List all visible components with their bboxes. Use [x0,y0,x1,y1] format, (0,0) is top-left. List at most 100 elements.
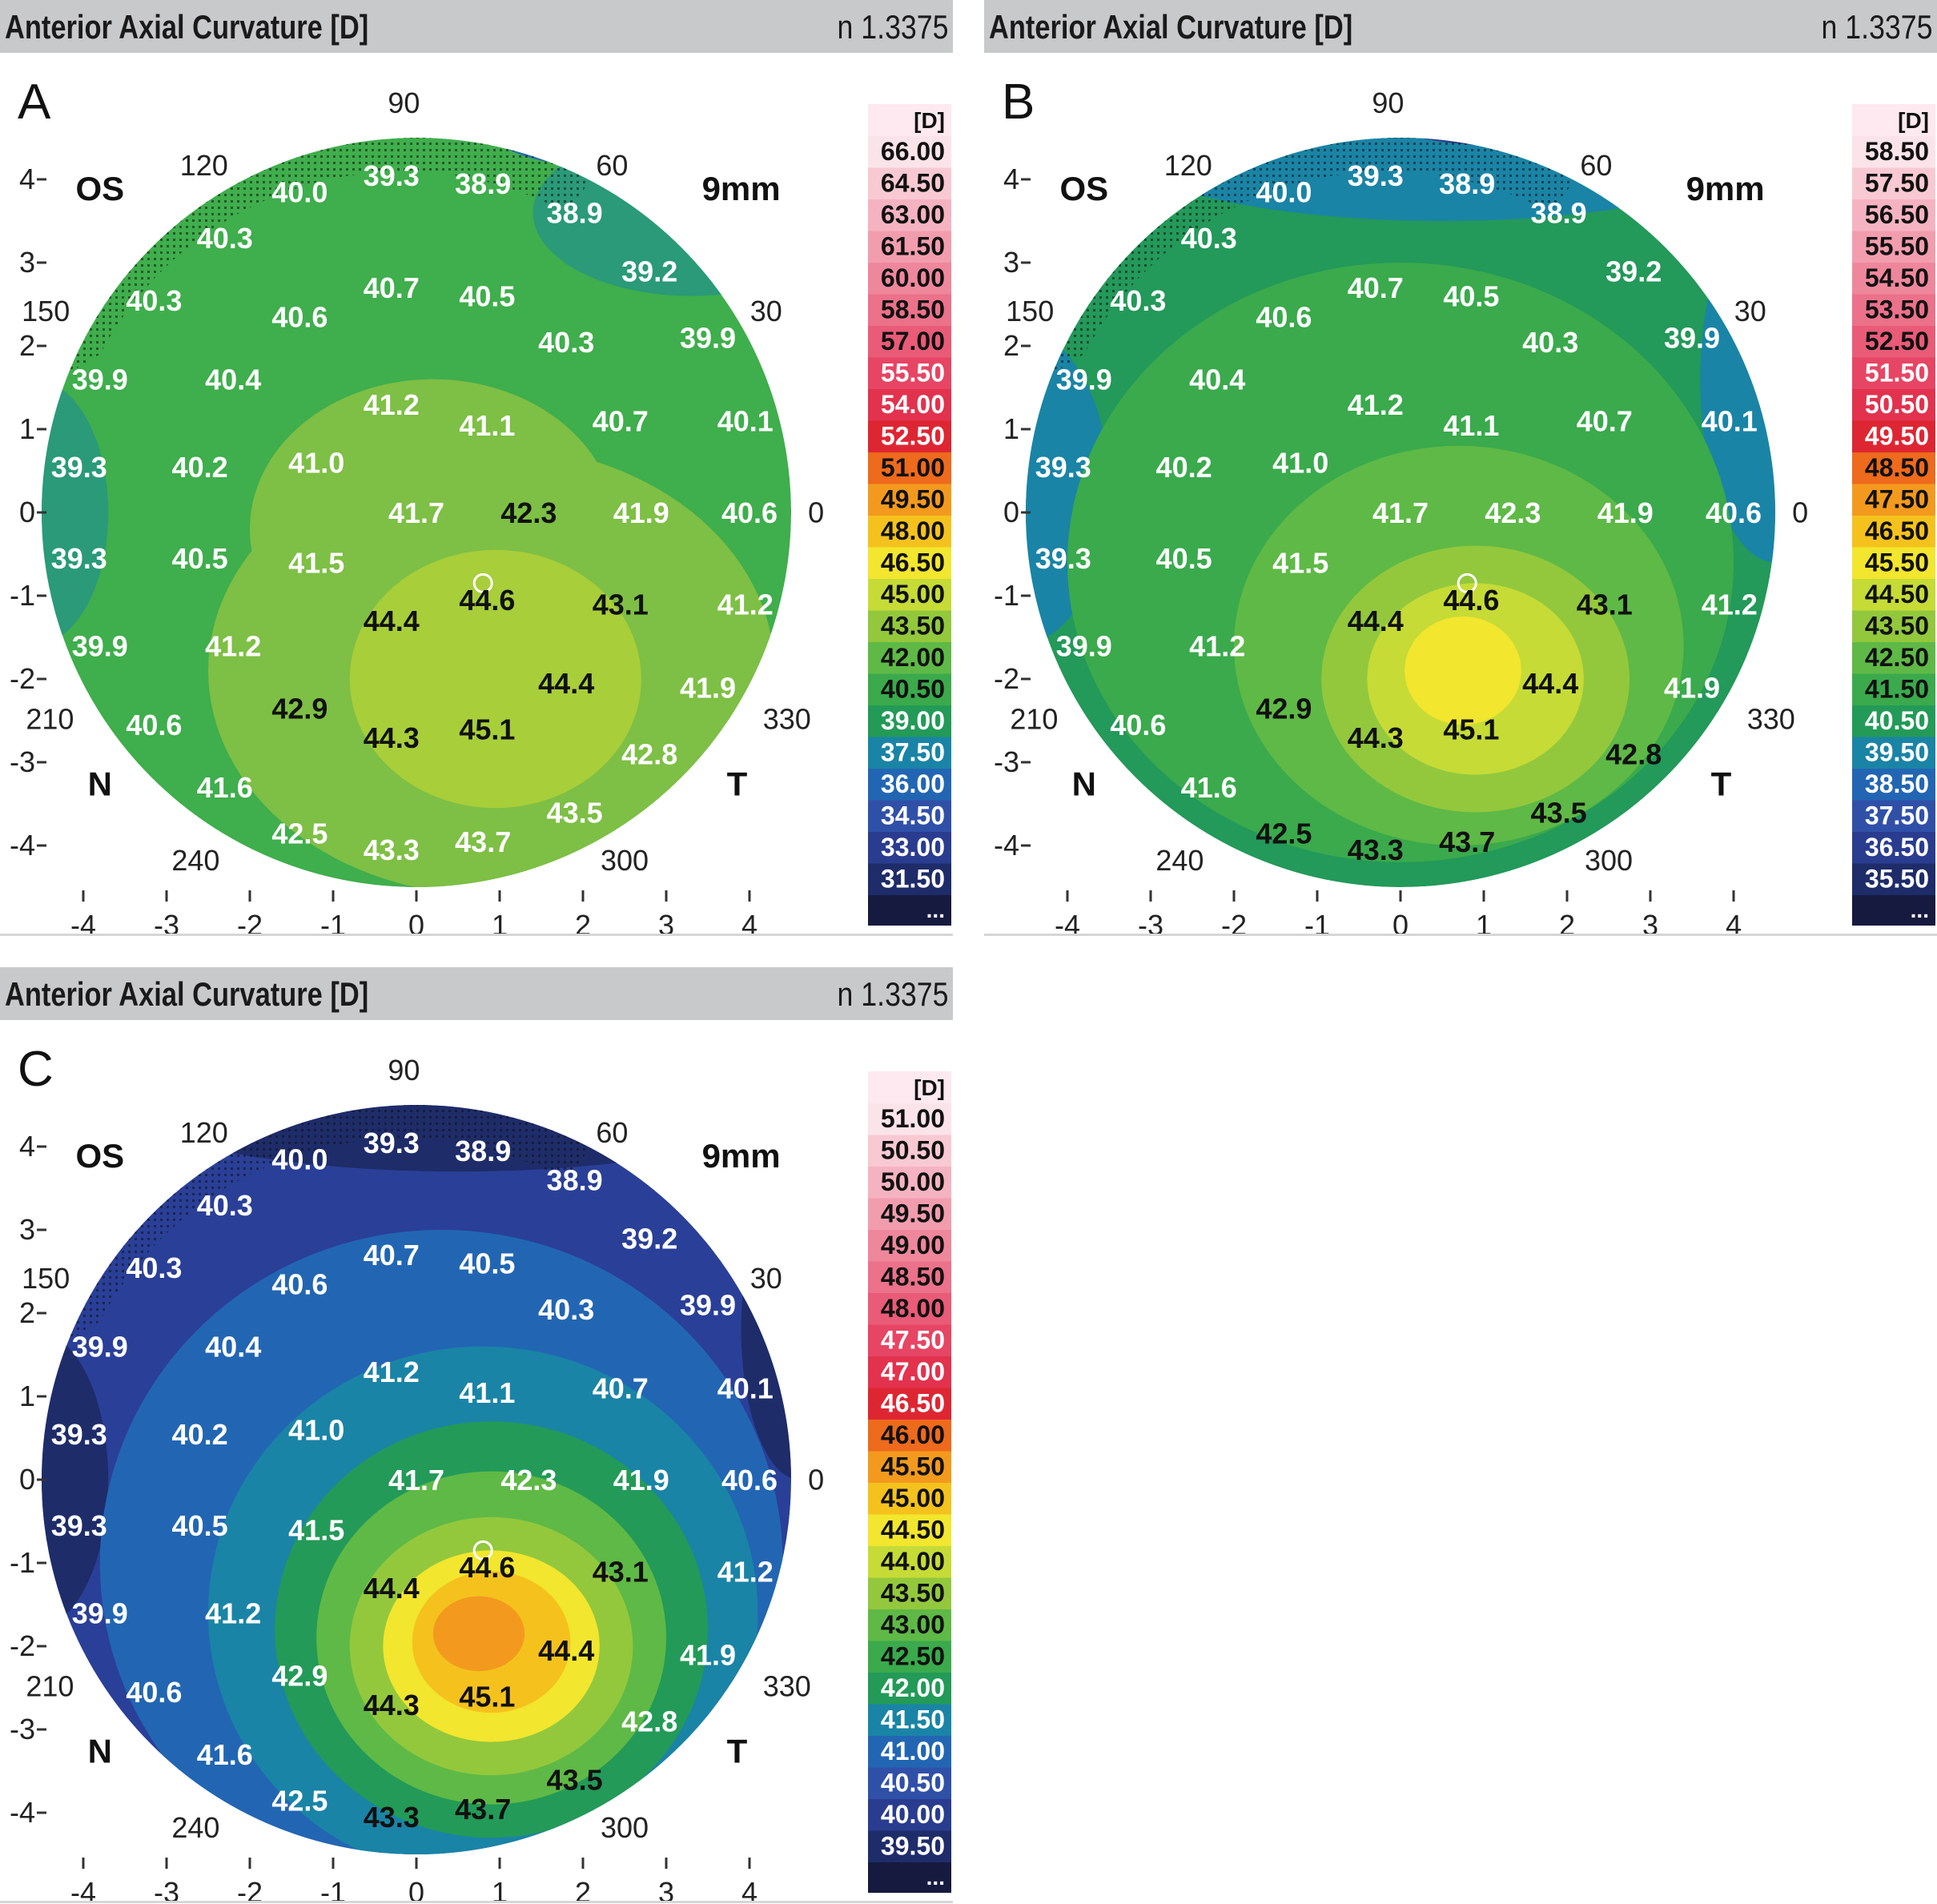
curvature-reading: 42.9 [1256,692,1312,725]
curvature-reading: 39.3 [51,542,107,575]
scale-cell [868,484,951,516]
curvature-reading: 40.7 [593,405,649,438]
curvature-reading: 40.5 [459,280,515,313]
angle-label: 210 [26,702,74,735]
scale-label: 43.50 [1865,612,1929,641]
scale-cell [1852,737,1935,769]
curvature-reading: 42.9 [271,1659,328,1692]
scale-cell [868,863,951,895]
panel-letter: C [18,1042,54,1097]
curvature-reading: 41.2 [205,629,261,662]
curvature-reading: 41.2 [364,1356,420,1388]
scale-cell [868,1767,951,1799]
curvature-reading: 41.2 [205,1597,261,1629]
scale-label: 60.00 [881,263,945,292]
y-tick-label: -1 [994,579,1019,612]
curvature-reading: 43.5 [547,1763,603,1796]
scale-label: 34.50 [881,801,945,830]
scale-cell [868,1388,951,1420]
scale-cell [868,1167,951,1199]
scale-cell [1852,357,1935,389]
curvature-reading: 41.9 [613,496,669,529]
eye-label: OS [75,1137,124,1175]
scale-cell [1852,800,1935,832]
curvature-reading: 42.8 [621,1705,677,1738]
scale-cell [1852,863,1935,895]
scale-cell [868,231,951,263]
scale-cell [868,1293,951,1325]
scale-bottom-cell [1852,895,1935,926]
scale-cell [868,1546,951,1578]
scale-cell [868,136,951,168]
curvature-reading: 40.3 [197,222,253,255]
temporal-label: T [1711,765,1732,803]
scale-label: 51.50 [1865,359,1929,388]
x-tick-label: -1 [1304,909,1330,934]
x-tick-label: -3 [1138,909,1163,934]
curvature-reading: 40.1 [717,405,774,438]
scale-cell [868,1483,951,1515]
curvature-reading: 39.2 [621,255,677,287]
curvature-reading: 39.3 [364,1127,420,1159]
scale-cell [868,326,951,358]
scale-label: 58.50 [881,295,945,324]
x-tick-label: -2 [237,909,263,934]
panel-letter: A [18,74,51,130]
curvature-reading: 40.6 [271,301,328,334]
angle-label: 240 [171,1811,219,1844]
curvature-reading: 39.9 [1056,364,1112,396]
x-tick-label: 3 [658,1876,674,1901]
curvature-reading: 45.1 [459,1680,515,1713]
curvature-reading: 39.9 [1056,629,1112,662]
x-tick-label: 0 [1392,909,1409,934]
refractive-index: n 1.3375 [1821,8,1932,46]
curvature-reading: 40.7 [1577,405,1633,438]
angle-label: 120 [180,149,228,182]
scale-label: 41.50 [881,1705,945,1734]
curvature-reading: 41.0 [288,447,344,480]
curvature-reading: 40.2 [1156,451,1212,484]
scale-cell [868,1356,951,1388]
scale-label: 63.00 [881,200,945,229]
curvature-reading: 44.3 [364,721,420,754]
scale-label: 39.50 [881,1832,945,1861]
contour-band [432,1596,525,1672]
y-tick-label: 3 [19,1213,35,1246]
panel-a: Anterior Axial Curvature [D] n 1.3375 A 3… [0,0,953,937]
scale-cell [868,1324,951,1356]
curvature-reading: 43.3 [364,834,420,866]
curvature-reading: 40.3 [126,284,182,317]
scale-cell [868,1673,951,1705]
y-tick-label: 2 [1003,329,1019,362]
curvature-reading: 41.2 [717,1555,774,1588]
x-tick-label: 4 [741,1876,758,1901]
divider [984,934,1937,936]
curvature-reading: 42.5 [271,1784,328,1817]
panel-header: Anterior Axial Curvature [D] n 1.3375 [0,967,953,1020]
diameter-label: 9mm [702,170,781,207]
scale-label: 48.00 [881,1294,945,1323]
scale-label: 37.50 [881,738,945,767]
curvature-reading: 39.3 [51,451,107,484]
angle-label: 330 [1747,702,1795,735]
curvature-reading: 42.3 [500,496,557,529]
curvature-reading: 41.2 [717,588,774,621]
curvature-reading: 40.6 [126,709,182,741]
x-tick-label: 4 [741,909,758,934]
scale-more: ... [926,898,945,922]
y-tick-label: 0 [1003,496,1019,528]
curvature-reading: 40.5 [1156,542,1212,575]
curvature-reading: 41.7 [1372,496,1429,529]
scale-cell [868,1230,951,1262]
scale-cell [868,452,951,484]
scale-cell [1852,516,1935,548]
y-tick-label: 2 [19,1296,35,1329]
scale-cell [1852,326,1935,358]
scale-unit: [D] [1898,108,1929,133]
curvature-reading: 40.3 [197,1189,253,1222]
y-tick-label: -1 [10,1546,35,1579]
scale-label: 49.50 [1865,422,1929,451]
curvature-reading: 42.5 [271,817,328,850]
scale-label: 45.00 [881,580,945,609]
scale-label: 55.50 [1865,232,1929,261]
